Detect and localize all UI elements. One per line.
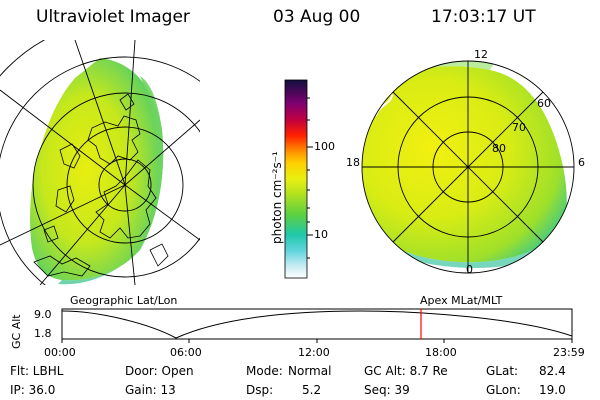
glon-value: 19.0 bbox=[539, 383, 566, 397]
apex-panel-title: Apex MLat/MLT bbox=[420, 294, 503, 307]
dsp-value: 5.2 bbox=[302, 383, 322, 397]
x-label-1200: 12:00 bbox=[298, 346, 330, 359]
x-label-0600: 06:00 bbox=[170, 346, 202, 359]
altitude-ylabel: GC Alt bbox=[10, 314, 23, 349]
mlat-label-60: 60 bbox=[537, 97, 551, 110]
altitude-ymax-label: 9.0 bbox=[34, 308, 52, 321]
gain-info: Gain: 13 bbox=[125, 383, 176, 397]
altitude-plot bbox=[61, 308, 573, 343]
instrument-title: Ultraviolet Imager bbox=[36, 7, 190, 27]
mlat-label-80: 80 bbox=[492, 142, 506, 155]
gc-alt-info: GC Alt: 8.7 Re bbox=[364, 364, 448, 378]
time-label: 17:03:17 UT bbox=[431, 7, 536, 27]
colorbar-tick-10: 10 bbox=[314, 228, 328, 241]
altitude-ymin-label: 1.8 bbox=[34, 327, 52, 340]
seq-info: Seq: 39 bbox=[364, 383, 410, 397]
filter-info: Flt: LBHL bbox=[10, 364, 64, 378]
ip-info: IP: 36.0 bbox=[10, 383, 56, 397]
mlt-label-6: 6 bbox=[578, 156, 585, 169]
x-label-2359: 23:59 bbox=[553, 346, 585, 359]
x-label-1800: 18:00 bbox=[425, 346, 457, 359]
x-label-0000: 00:00 bbox=[44, 346, 76, 359]
apex-aurora-image bbox=[362, 66, 567, 263]
apex-map bbox=[361, 60, 575, 274]
mode-value: Normal bbox=[288, 364, 332, 378]
mlt-label-0: 0 bbox=[466, 263, 473, 276]
mlt-label-18: 18 bbox=[346, 156, 360, 169]
altitude-curve bbox=[61, 310, 573, 339]
colorbar-ticks bbox=[307, 97, 313, 259]
glon-label: GLon: bbox=[486, 383, 521, 397]
colorbar bbox=[284, 79, 308, 279]
colorbar-tick-100: 100 bbox=[314, 140, 335, 153]
mode-label: Mode: bbox=[246, 364, 283, 378]
door-info: Door: Open bbox=[125, 364, 194, 378]
mlat-label-70: 70 bbox=[512, 121, 526, 134]
geographic-panel-title: Geographic Lat/Lon bbox=[70, 294, 178, 307]
dsp-label: Dsp: bbox=[246, 383, 274, 397]
geographic-map bbox=[0, 40, 200, 285]
date-label: 03 Aug 00 bbox=[273, 7, 361, 27]
glat-label: GLat: bbox=[486, 364, 519, 378]
mlt-label-12: 12 bbox=[474, 48, 488, 61]
colorbar-unit-label: photon cm⁻²s⁻¹ bbox=[270, 151, 284, 244]
glat-value: 82.4 bbox=[539, 364, 566, 378]
